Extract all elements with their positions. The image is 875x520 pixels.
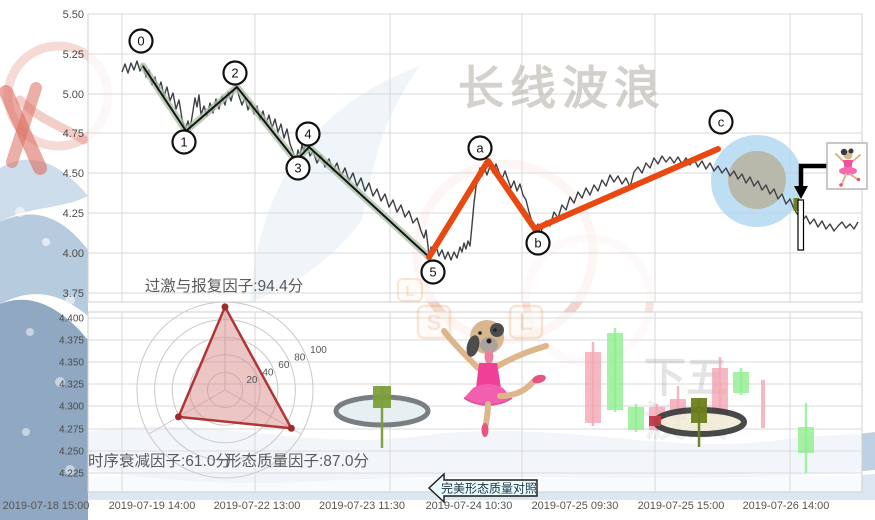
x-axis-label: 2019-07-26 14:00	[743, 500, 830, 512]
main-watermark-text: 长线波浪	[458, 62, 666, 114]
perfect-pattern-callout: 完美形态质量对照	[427, 472, 538, 504]
candle-body	[607, 333, 623, 410]
impulse-wave-overlay	[139, 62, 433, 261]
y-axis-label: 4.325	[59, 380, 84, 391]
radar-ring-label: 60	[278, 360, 290, 371]
radar-ring-label: 40	[262, 368, 274, 379]
wave-marker-circle	[128, 28, 154, 54]
wave-marker-circle	[295, 121, 321, 147]
factor-right-label: 形态质量因子:87.0分	[226, 452, 369, 470]
target-candle-tick	[793, 198, 800, 211]
y-axis-label: 4.75	[63, 128, 84, 140]
y-axis-label: 5.25	[63, 49, 84, 61]
radar-ring-label: 20	[246, 375, 258, 386]
logo-letter: S	[427, 310, 442, 335]
y-axis-label: 4.50	[63, 168, 84, 180]
wave-marker-label: c	[718, 115, 725, 130]
y-axis-label: 3.75	[63, 288, 84, 300]
hollow-marker-bar	[797, 199, 805, 251]
candle-body	[649, 416, 661, 426]
correction-wave-overlay	[426, 146, 721, 260]
wave-marker-circle	[420, 259, 446, 285]
thumbnail-box	[826, 142, 868, 190]
wave-marker-label: 0	[137, 34, 144, 49]
axis-labels: 5.50 5.25 5.00 4.75 4.50 4.25 4.00 3.75 4.400 4.3…	[3, 9, 830, 512]
wave-marker-label: b	[534, 236, 541, 251]
logo-watermark: L S L	[397, 278, 544, 340]
y-axis-label: 5.50	[63, 9, 84, 21]
candle-body	[373, 386, 391, 408]
annotations-layer: 完美形态质量对照 过激与报复因子:94.4分 时序衰减因子:61.0分 形态质量…	[88, 142, 868, 504]
candle-body	[628, 407, 644, 430]
candle-body	[712, 368, 728, 415]
impulse-line	[142, 65, 430, 258]
factor-radar-chart: 20 40 60 80 100	[136, 301, 327, 479]
radar-ring-label: 100	[310, 345, 327, 356]
ballerina-illustration	[441, 320, 549, 437]
x-axis-label: 2019-07-24 10:30	[426, 500, 513, 512]
wave-marker-circle	[171, 129, 197, 155]
candle-body	[691, 398, 707, 423]
factor-top-label: 过激与报复因子:94.4分	[145, 277, 303, 295]
pointer-arrow	[798, 163, 828, 188]
correction-line	[426, 146, 721, 260]
y-axis-label: 4.225	[59, 469, 84, 480]
x-axis-label: 2019-07-19 14:00	[109, 500, 196, 512]
logo-letter: L	[405, 283, 414, 300]
logo-letter: L	[519, 310, 532, 335]
wave-marker-circle	[285, 155, 311, 181]
radar-vertex-dot	[175, 413, 183, 421]
y-axis-label: 4.400	[59, 314, 84, 325]
x-axis-label: 2019-07-23 11:30	[319, 500, 405, 512]
y-axis-label: 4.25	[63, 208, 84, 220]
candle-body	[585, 352, 601, 423]
wave-marker-label: 1	[180, 135, 187, 150]
candle-body	[733, 372, 749, 393]
radar-vertex-dot	[287, 424, 295, 432]
radar-ring-label: 80	[294, 353, 306, 364]
wave-marker-label: a	[476, 141, 484, 156]
x-axis-label: 2019-07-25 09:30	[532, 500, 619, 512]
y-axis-label: 4.275	[59, 425, 84, 436]
highlight-tan-circle	[728, 151, 786, 209]
y-axis-label: 4.250	[59, 447, 84, 458]
wave-marker-circle	[222, 60, 248, 86]
ballerina-thumbnail-icon	[835, 148, 861, 187]
x-axis-label: 2019-07-18 15:00	[3, 500, 90, 512]
radar-vertex-dot	[221, 303, 229, 311]
radar-polygon	[177, 305, 293, 430]
wave-marker-circle	[708, 109, 734, 135]
y-axis-label: 4.300	[59, 402, 84, 413]
real-candles	[373, 386, 707, 448]
wave-marker-label: 5	[429, 265, 436, 280]
candle-body	[761, 380, 765, 428]
wave-marker-label: 2	[231, 66, 238, 81]
wave-marker-label: 4	[304, 127, 311, 142]
y-axis-label: 5.00	[63, 89, 84, 101]
y-axis-label: 4.375	[59, 336, 84, 347]
wave-marker-circle	[467, 135, 493, 161]
x-axis-label: 2019-07-25 15:00	[638, 500, 725, 512]
gridlines	[88, 13, 862, 492]
left-arrow-icon	[427, 472, 538, 504]
pointer-arrowhead	[794, 186, 808, 199]
perfect-pattern-label: 完美形态质量对照	[441, 481, 537, 496]
y-axis-label: 4.350	[59, 358, 84, 369]
candle-body	[798, 427, 814, 453]
factor-left-label: 时序衰减因子:61.0分	[88, 452, 231, 470]
wave-markers: 0 1 2 3 4 5 a b c	[128, 28, 734, 285]
x-axis-label: 2019-07-22 13:00	[214, 500, 301, 512]
wave-marker-circle	[525, 230, 551, 256]
y-axis-label: 4.00	[63, 248, 84, 260]
wave-marker-label: 3	[294, 161, 301, 176]
focus-highlight	[711, 135, 803, 227]
